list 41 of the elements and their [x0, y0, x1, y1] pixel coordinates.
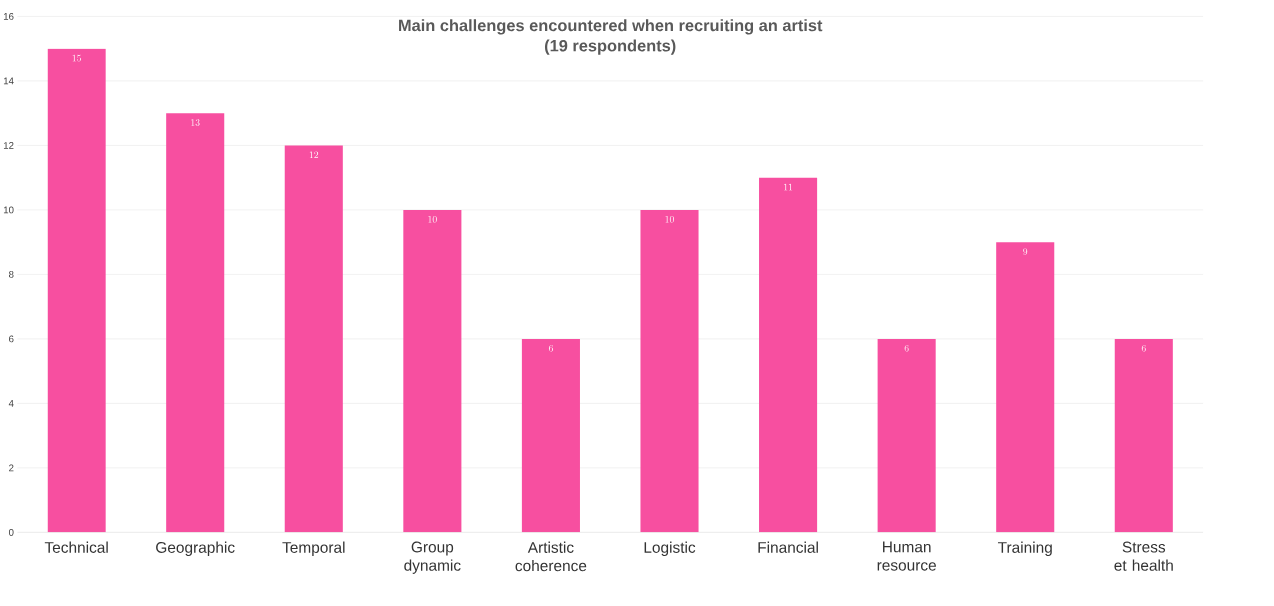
- data-label: 6: [904, 345, 909, 352]
- y-tick-label: 4: [8, 400, 14, 407]
- x-tick-label: Training: [997, 541, 1052, 556]
- y-tick-label: 14: [3, 77, 14, 85]
- data-label: 13: [191, 119, 200, 126]
- bar: [877, 338, 936, 533]
- bar: [1114, 338, 1173, 533]
- data-label: 15: [72, 54, 81, 62]
- x-tick-label: Geographic: [156, 541, 235, 556]
- y-tick-label: 12: [3, 142, 14, 149]
- x-tick-label: Artistic coherence: [515, 541, 587, 572]
- x-tick-label: Temporal: [282, 541, 345, 556]
- bar: [521, 338, 580, 533]
- data-label: 10: [428, 216, 437, 223]
- text: (19 respondents): [544, 39, 676, 55]
- x-tick-label: Logistic: [644, 541, 696, 556]
- bar: [403, 209, 462, 533]
- bar: [996, 242, 1055, 533]
- data-label: 10: [665, 216, 674, 223]
- y-tick-label: 16: [3, 13, 14, 20]
- bar: [166, 113, 225, 533]
- y-tick-label: 6: [9, 335, 14, 343]
- y-tick-label: 8: [9, 271, 14, 278]
- data-label: 11: [784, 183, 793, 191]
- data-label: 12: [309, 151, 319, 158]
- bar: [284, 145, 343, 533]
- data-label: 9: [1023, 248, 1028, 255]
- x-tick-label: Stress et health: [1114, 541, 1173, 571]
- x-tick-label: Technical: [44, 541, 108, 553]
- x-tick-label: Financial: [758, 541, 818, 553]
- y-tick-label: 2: [9, 464, 14, 472]
- bar: [640, 209, 699, 533]
- data-label: 6: [548, 345, 553, 352]
- y-tick-label: 10: [3, 206, 14, 214]
- x-tick-label: Group dynamic: [404, 541, 461, 574]
- bar: [759, 177, 818, 533]
- chart-title: Main challenges encountered when recruiting an artist: [399, 19, 823, 35]
- bar: [47, 48, 106, 533]
- y-tick-label: 0: [8, 528, 14, 536]
- data-label: 6: [1141, 345, 1146, 352]
- x-tick-label: Human resource: [877, 541, 936, 571]
